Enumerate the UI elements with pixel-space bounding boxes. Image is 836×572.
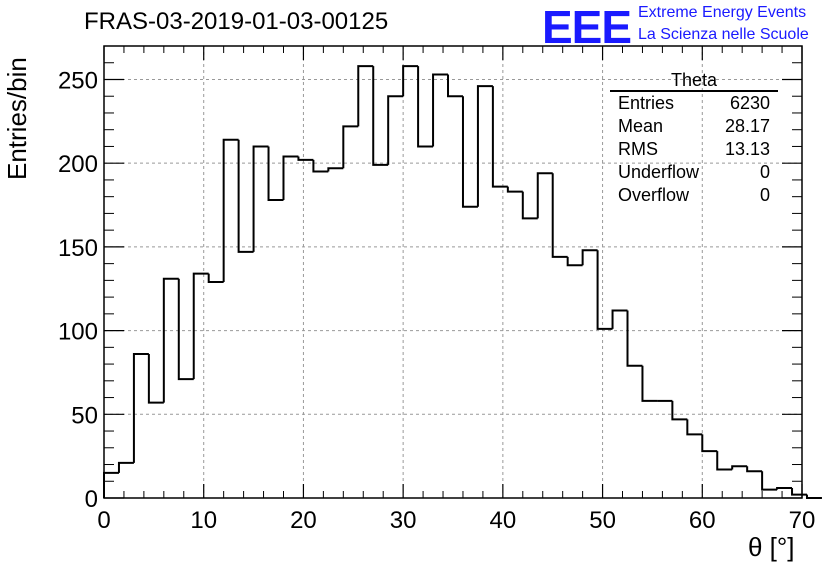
histogram-bin — [312, 159, 329, 173]
histogram-bin — [237, 139, 254, 253]
histogram-bin — [805, 494, 822, 499]
stats-row-mean: Mean 28.17 — [610, 115, 778, 138]
x-tick-label: 60 — [689, 507, 716, 534]
histogram-bin — [581, 249, 598, 266]
stats-value: 6230 — [729, 93, 770, 113]
chart-title: FRAS-03-2019-01-03-00125 — [84, 8, 389, 35]
x-tick-label: 20 — [290, 507, 317, 534]
histogram-bin — [117, 461, 134, 473]
y-tick-label: 250 — [58, 67, 98, 94]
histogram-bin — [132, 353, 149, 463]
histogram-bin — [342, 125, 359, 169]
y-tick-label: 100 — [58, 319, 98, 346]
histogram-bars — [103, 65, 822, 499]
histogram-bin — [297, 156, 314, 161]
stats-value: 13.13 — [724, 139, 770, 159]
stats-value: 0 — [759, 185, 770, 205]
stats-value: 28.17 — [724, 116, 770, 136]
histogram-bin — [267, 146, 284, 202]
histogram-bin — [491, 86, 508, 188]
axis-ticks — [103, 45, 803, 499]
histogram-bin — [402, 65, 419, 97]
logo-line-2: La Scienza nelle Scuole — [638, 26, 809, 43]
histogram-bin — [746, 466, 763, 473]
x-tick-label: 70 — [789, 507, 816, 534]
y-tick-label: 150 — [58, 235, 98, 262]
histogram-bin — [611, 309, 628, 329]
histogram-bin — [776, 486, 793, 490]
eee-logo: EEE — [542, 1, 632, 53]
histogram-bin — [506, 186, 523, 193]
histogram-bin — [641, 365, 658, 402]
stats-label: RMS — [618, 139, 658, 159]
histogram-bin — [686, 419, 703, 436]
histogram-bin — [103, 471, 119, 498]
y-axis-label: Entries/bin — [2, 57, 32, 180]
x-tick-label: 0 — [97, 507, 110, 534]
x-tick-label: 10 — [190, 507, 217, 534]
histogram-bin — [566, 256, 583, 267]
histogram-bin — [282, 155, 299, 201]
histogram-bin — [461, 96, 478, 208]
histogram-bin — [701, 434, 718, 453]
stats-value: 0 — [759, 162, 770, 182]
histogram-bin — [536, 172, 553, 219]
histogram-bin — [357, 65, 374, 127]
histogram-bin — [387, 95, 404, 165]
histogram-bin — [207, 273, 224, 284]
histogram-bin — [671, 400, 688, 421]
histogram-bin — [372, 66, 389, 166]
x-tick-label: 30 — [390, 507, 417, 534]
stats-label: Mean — [618, 116, 664, 136]
histogram-bin — [596, 250, 613, 330]
histogram-bin — [447, 74, 463, 98]
stats-row-overflow: Overflow 0 — [610, 184, 778, 207]
stats-row-rms: RMS 13.13 — [610, 138, 778, 161]
x-tick-label: 40 — [490, 507, 517, 534]
histogram-bin — [761, 471, 778, 491]
stats-label: Entries — [618, 93, 675, 113]
histogram-bin — [252, 145, 269, 252]
y-tick-label: 0 — [85, 486, 98, 513]
logo-line-1: Extreme Energy Events — [638, 4, 807, 21]
grid-lines — [104, 46, 802, 498]
histogram-bin — [177, 278, 194, 381]
stats-label: Overflow — [618, 185, 690, 205]
histogram-bin — [432, 73, 449, 147]
histogram-bin — [147, 354, 164, 404]
stats-label: Underflow — [618, 162, 700, 182]
plot-frame — [103, 45, 803, 499]
stats-box: Theta Entries 6230 Mean 28.17 RMS 13.13 … — [610, 70, 778, 207]
histogram-bin — [162, 277, 179, 403]
histogram-bin — [521, 191, 538, 220]
histogram-bin — [731, 465, 748, 470]
stats-box-title: Theta — [610, 70, 778, 92]
histogram-bin — [222, 138, 239, 283]
stats-row-underflow: Underflow 0 — [610, 161, 778, 184]
stats-row-entries: Entries 6230 — [610, 92, 778, 115]
y-tick-label: 200 — [58, 151, 98, 178]
histogram-bin — [476, 85, 493, 207]
histogram-bin — [791, 487, 807, 496]
x-tick-label: 50 — [589, 507, 616, 534]
histogram-bin — [716, 451, 733, 471]
histogram-bin — [417, 66, 434, 148]
histogram-bin — [626, 310, 643, 367]
axis-tick-labels: 0 10 20 30 40 50 60 70 0 50 100 150 200 250 — [58, 67, 815, 534]
histogram-bin — [327, 167, 344, 172]
x-axis-label: θ [°] — [748, 532, 795, 562]
histogram-bin — [551, 173, 568, 258]
histogram-bin — [192, 272, 209, 380]
y-tick-label: 50 — [71, 402, 98, 429]
